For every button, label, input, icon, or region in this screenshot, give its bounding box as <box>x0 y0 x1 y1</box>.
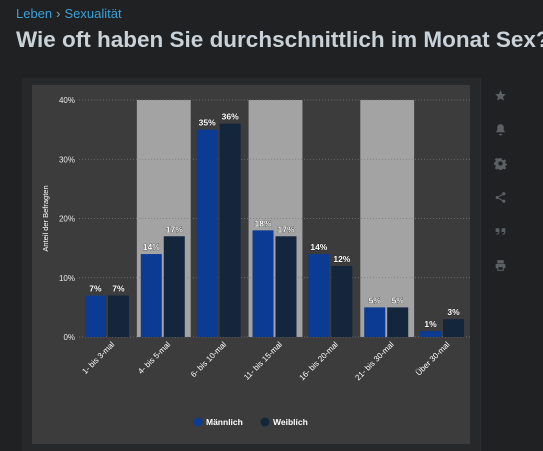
data-label: 18% <box>254 218 271 228</box>
chart-toolbar <box>487 78 513 282</box>
bar <box>163 236 185 337</box>
bar <box>84 295 106 337</box>
share-button[interactable] <box>487 180 513 214</box>
chart-card: 0% 10% 20% 30% 40% Anteil der Befragten 7% 7% 1-… <box>22 78 480 451</box>
bar <box>140 254 162 337</box>
data-label: 7% <box>89 284 102 294</box>
category-band <box>360 100 415 337</box>
bar <box>275 236 297 337</box>
gear-icon <box>493 157 507 170</box>
bar <box>107 295 129 337</box>
breadcrumb-item-leben[interactable]: Leben <box>16 6 53 21</box>
notification-button[interactable] <box>487 112 513 146</box>
favorite-button[interactable] <box>487 78 513 112</box>
y-axis-title: Anteil der Befragten <box>41 185 50 251</box>
data-label: 12% <box>333 254 350 264</box>
legend-marker <box>260 417 270 427</box>
legend-label: Männlich <box>206 417 243 427</box>
data-label: 14% <box>143 242 160 252</box>
data-label: 35% <box>199 118 216 128</box>
data-label: 17% <box>277 224 294 234</box>
bell-icon <box>495 123 505 135</box>
y-tick-label: 0% <box>63 333 75 342</box>
print-button[interactable] <box>487 248 513 282</box>
y-tick-label: 20% <box>59 215 75 224</box>
data-label: 3% <box>447 307 460 317</box>
bar <box>364 307 386 337</box>
breadcrumb-separator: › <box>56 6 61 21</box>
settings-button[interactable] <box>487 146 513 180</box>
data-label: 14% <box>310 242 327 252</box>
page-title: Wie oft haben Sie durchschnittlich im Mo… <box>16 27 543 52</box>
bar <box>443 319 465 337</box>
y-tick-label: 40% <box>59 96 75 105</box>
bar <box>387 307 409 337</box>
data-label: 5% <box>392 295 405 305</box>
share-icon <box>495 191 505 203</box>
bar <box>420 331 442 337</box>
bar <box>219 123 241 337</box>
bar <box>331 265 353 337</box>
y-tick-label: 30% <box>59 155 75 164</box>
data-label: 5% <box>369 295 382 305</box>
bar <box>252 230 274 337</box>
bar <box>196 129 218 337</box>
legend-label: Weiblich <box>273 417 308 427</box>
legend-marker <box>193 417 203 427</box>
star-icon <box>494 89 506 101</box>
breadcrumb-item-sexualitaet[interactable]: Sexualität <box>64 6 122 21</box>
bar <box>308 254 330 337</box>
y-tick-label: 10% <box>59 274 75 283</box>
print-icon <box>495 259 505 271</box>
data-label: 7% <box>112 284 125 294</box>
data-label: 17% <box>166 224 183 234</box>
data-label: 36% <box>222 112 239 122</box>
breadcrumb: Leben › Sexualität <box>16 6 122 21</box>
data-label: 1% <box>424 319 437 329</box>
divider <box>480 78 481 451</box>
quote-icon <box>495 227 505 235</box>
citation-button[interactable] <box>487 214 513 248</box>
